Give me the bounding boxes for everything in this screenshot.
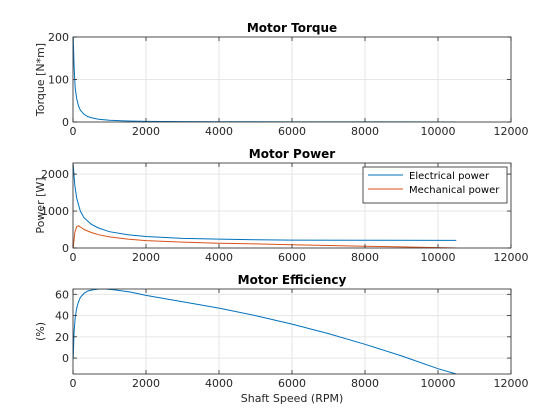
y-tick-label: 1000 [41,205,69,218]
x-tick-label: 12000 [494,125,529,138]
series-line-electrical-power [73,164,457,241]
x-tick-label: 0 [70,377,77,390]
x-tick-label: 2000 [132,251,160,264]
y-tick-label: 0 [62,242,69,255]
legend-label: Electrical power [409,171,490,182]
x-tick-label: 10000 [421,125,456,138]
x-tick-label: 6000 [278,377,306,390]
x-tick-label: 12000 [494,377,529,390]
x-tick-label: 4000 [205,251,233,264]
legend-label: Mechanical power [409,185,500,196]
x-tick-label: 8000 [351,251,379,264]
x-tick-label: 4000 [205,125,233,138]
y-axis-label: (%) [34,322,47,341]
chart-title: Motor Efficiency [238,273,347,287]
x-tick-label: 10000 [421,251,456,264]
x-axis-label: Shaft Speed (RPM) [241,392,344,405]
chart-title: Motor Torque [247,21,337,35]
legend: Electrical power Mechanical power [362,166,508,204]
y-tick-label: 100 [48,74,69,87]
x-tick-label: 8000 [351,125,379,138]
x-tick-label: 8000 [351,377,379,390]
x-tick-label: 2000 [132,125,160,138]
x-tick-label: 0 [70,251,77,264]
y-axis-label: Power [W] [34,177,47,233]
x-tick-label: 6000 [278,125,306,138]
y-tick-label: 0 [62,116,69,129]
legend-box [362,166,508,204]
subplot-2: 0 2000 4000 6000 8000 10000 12000 0 1000 2000 Moto… [34,147,529,264]
x-tick-label: 10000 [421,377,456,390]
y-tick-label: 200 [48,31,69,44]
x-tick-label: 4000 [205,377,233,390]
x-tick-label: 6000 [278,251,306,264]
y-tick-label: 0 [62,352,69,365]
y-tick-label: 60 [55,288,69,301]
series-line-mechanical-power [73,225,457,248]
subplot-3: 0 2000 4000 6000 8000 10000 12000 0 20 40 60 Motor … [34,273,529,405]
x-tick-label: 2000 [132,377,160,390]
series-line-1 [73,289,457,374]
y-tick-label: 2000 [41,168,69,181]
x-tick-label: 12000 [494,251,529,264]
subplot-1: 0 2000 4000 6000 8000 10000 12000 0 100 200 Motor … [34,21,529,138]
x-tick-label: 0 [70,125,77,138]
y-tick-label: 40 [55,310,69,323]
y-tick-label: 20 [55,331,69,344]
y-axis-label: Torque [N*m] [34,43,47,117]
chart-title: Motor Power [249,147,336,161]
